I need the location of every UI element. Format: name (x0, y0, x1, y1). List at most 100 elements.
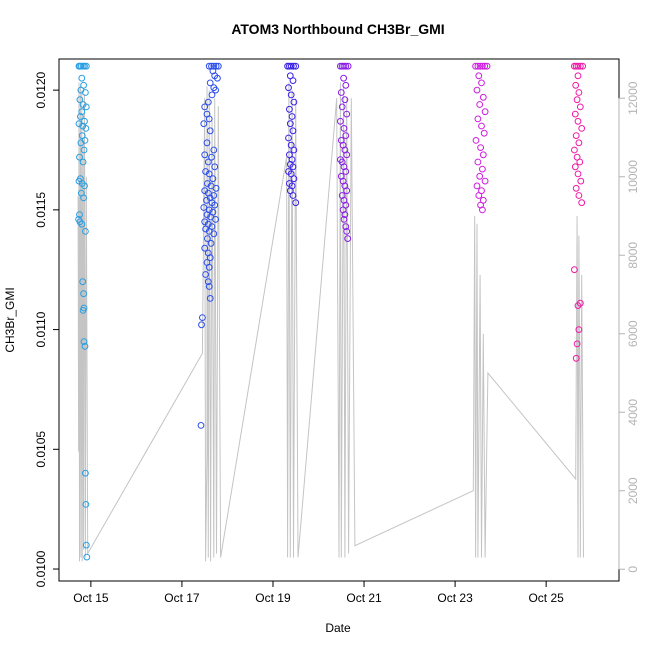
data-point (342, 81, 350, 89)
data-point (289, 77, 297, 84)
data-point (342, 223, 350, 231)
data-point (82, 103, 90, 111)
data-point (340, 62, 348, 70)
data-point (77, 139, 85, 147)
data-point (75, 120, 83, 128)
data-point (212, 62, 220, 70)
data-point (80, 338, 88, 346)
data-point (206, 254, 214, 262)
chart-title: ATOM3 Northbound CH3Br_GMI (231, 21, 444, 37)
data-point (479, 151, 487, 159)
data-point (285, 84, 292, 92)
data-point (204, 158, 212, 166)
data-point (285, 134, 292, 142)
data-point (208, 62, 215, 70)
data-point (479, 165, 486, 173)
data-point (574, 170, 582, 178)
data-points (75, 62, 586, 561)
data-point (78, 108, 86, 116)
data-point (337, 117, 344, 125)
data-point (208, 91, 216, 99)
data-point (204, 98, 212, 106)
data-point (80, 146, 88, 154)
data-point (578, 199, 586, 207)
x-tick-label: Oct 19 (255, 591, 291, 605)
data-point (80, 194, 87, 202)
data-point (340, 216, 348, 223)
data-point (206, 79, 214, 87)
data-point (200, 204, 208, 211)
data-point (82, 228, 89, 235)
data-point (292, 199, 300, 207)
x-tick-label: Oct 17 (164, 591, 200, 605)
data-point (79, 158, 87, 166)
y2-tick-label: 2000 (626, 477, 640, 504)
data-point (79, 307, 87, 314)
data-point (572, 354, 580, 362)
data-point (76, 153, 83, 161)
data-point (286, 105, 293, 113)
data-point (77, 62, 85, 70)
data-point (575, 326, 583, 334)
data-point (289, 127, 297, 135)
data-point (214, 74, 221, 82)
data-point (576, 62, 584, 70)
data-point (337, 89, 345, 96)
data-point (340, 74, 348, 82)
data-point (572, 184, 580, 192)
data-point (210, 230, 218, 238)
data-point (210, 62, 218, 70)
y2-tick-label: 10000 (626, 160, 640, 194)
data-point (572, 81, 580, 89)
data-point (290, 62, 297, 70)
data-point (578, 124, 586, 132)
data-point (198, 321, 205, 329)
data-point (204, 278, 212, 286)
data-point (341, 96, 349, 104)
data-point (81, 342, 89, 350)
y-axis: 0.0100 0.0105 0.0110 0.0115 0.0120 (34, 71, 60, 587)
data-point (205, 62, 213, 70)
y2-tick-label: 4000 (626, 399, 640, 426)
data-point (201, 103, 209, 111)
data-point (207, 240, 215, 247)
data-point (478, 79, 485, 87)
data-point (474, 62, 482, 70)
data-point (201, 244, 209, 252)
data-point (211, 163, 219, 171)
data-point (575, 192, 583, 199)
data-point (576, 103, 584, 111)
x-axis-label: Date (325, 621, 351, 635)
data-point (82, 89, 89, 96)
data-point (474, 158, 482, 166)
data-point (338, 103, 346, 111)
data-point (340, 124, 348, 132)
data-point (82, 469, 89, 477)
data-point (78, 74, 86, 82)
data-point (479, 62, 486, 70)
data-point (575, 89, 583, 96)
data-point (200, 120, 208, 128)
x-tick-label: Oct 15 (73, 591, 109, 605)
data-point (343, 110, 351, 118)
y-tick-label: 0.0110 (34, 311, 48, 347)
altitude-trace (77, 82, 584, 562)
x-tick-label: Oct 23 (437, 591, 473, 605)
data-point (475, 72, 483, 80)
data-point (473, 182, 481, 190)
x-tick-label: Oct 21 (346, 591, 382, 605)
data-point (475, 192, 483, 199)
y-axis-label: CH3Br_GMI (3, 287, 17, 352)
data-point (79, 278, 87, 286)
data-point (197, 422, 205, 429)
data-point (574, 302, 582, 310)
data-point (77, 113, 84, 120)
data-point (289, 192, 297, 199)
x-axis: Oct 15 Oct 17 Oct 19 Oct 21 Oct 23 Oct 25 (73, 580, 564, 605)
data-point (83, 553, 91, 561)
data-point (572, 62, 580, 70)
data-point (473, 86, 481, 94)
data-point (214, 62, 222, 70)
data-point (344, 62, 352, 70)
